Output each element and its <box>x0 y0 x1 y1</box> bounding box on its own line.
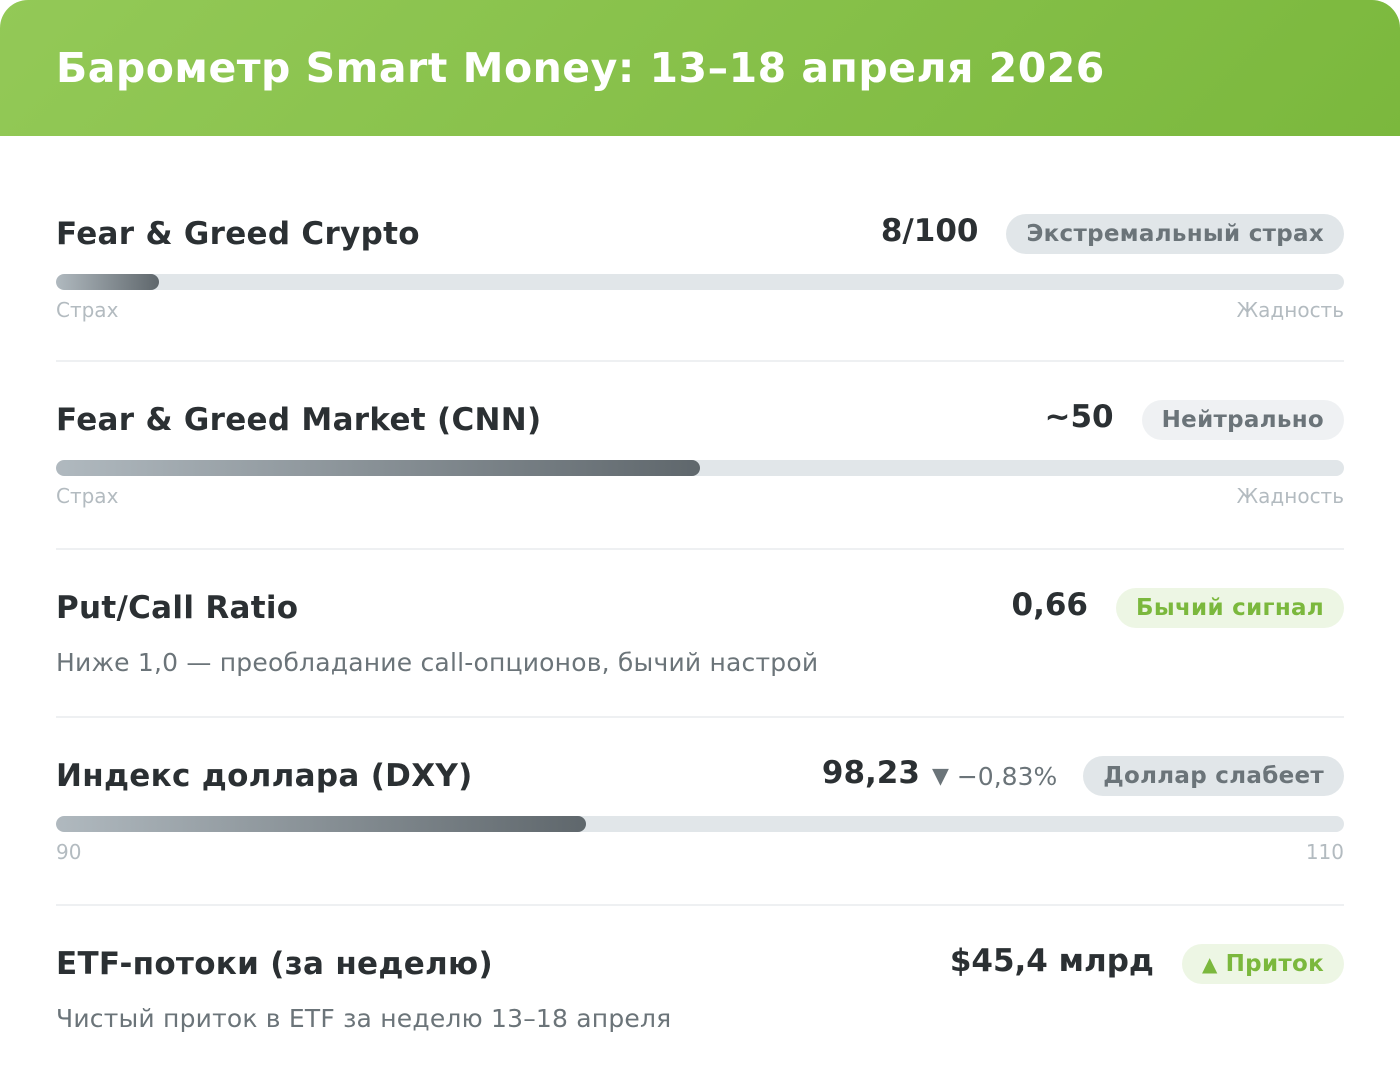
metric-value: 98,23 <box>821 755 920 791</box>
metric-label: Put/Call Ratio <box>56 590 299 626</box>
progress-bar-fill <box>56 274 160 290</box>
metric-dollar-index: Индекс доллара (DXY) 98,23 ▼ −0,83% Долл… <box>56 718 1344 906</box>
status-badge-label: Приток <box>1225 951 1324 977</box>
triangle-down-icon: ▼ <box>931 763 949 789</box>
metric-label: Индекс доллара (DXY) <box>56 758 473 794</box>
metric-put-call-ratio: Put/Call Ratio 0,66 Бычий сигнал Ниже 1,… <box>56 550 1344 718</box>
metric-description: Чистый приток в ETF за неделю 13–18 апре… <box>56 1004 672 1033</box>
metric-value: 0,66 <box>1011 587 1089 623</box>
metric-label: Fear & Greed Crypto <box>56 216 420 252</box>
metric-description: Ниже 1,0 — преобладание call-опционов, б… <box>56 648 819 677</box>
progress-bar-fill <box>56 816 586 832</box>
status-badge: ▲ Приток <box>1181 944 1344 984</box>
scale-labels: Страх Жадность <box>56 298 1344 322</box>
progress-bar <box>56 274 1344 290</box>
metric-fear-greed-market: Fear & Greed Market (CNN) ~50 Нейтрально… <box>56 362 1344 550</box>
change-value: −0,83% <box>956 761 1058 791</box>
metric-label: Fear & Greed Market (CNN) <box>56 402 542 438</box>
metric-etf-flows: ETF-потоки (за неделю) $45,4 млрд ▲ Прит… <box>56 906 1344 1084</box>
progress-bar <box>56 816 1344 832</box>
triangle-up-icon: ▲ <box>1201 952 1218 976</box>
metric-value: ~50 <box>1044 399 1114 435</box>
scale-labels: 90 110 <box>56 840 1344 864</box>
scale-min-label: Страх <box>56 298 119 322</box>
header: Барометр Smart Money: 13–18 апреля 2026 <box>0 0 1400 136</box>
scale-max-label: Жадность <box>1236 298 1344 322</box>
progress-bar-fill <box>56 460 700 476</box>
page-title: Барометр Smart Money: 13–18 апреля 2026 <box>56 44 1105 92</box>
metric-fear-greed-crypto: Fear & Greed Crypto 8/100 Экстремальный … <box>56 136 1344 362</box>
scale-min-label: 90 <box>56 840 82 864</box>
metric-value: 8/100 <box>880 213 979 249</box>
status-badge: Бычий сигнал <box>1116 588 1344 628</box>
change-indicator: ▼ −0,83% <box>932 762 1057 791</box>
scale-max-label: 110 <box>1305 840 1344 864</box>
metric-label: ETF-потоки (за неделю) <box>56 946 493 982</box>
status-badge: Нейтрально <box>1141 400 1344 440</box>
metrics-list: Fear & Greed Crypto 8/100 Экстремальный … <box>0 136 1400 1084</box>
progress-bar <box>56 460 1344 476</box>
status-badge: Экстремальный страх <box>1006 214 1344 254</box>
status-badge: Доллар слабеет <box>1083 756 1344 796</box>
scale-min-label: Страх <box>56 484 119 508</box>
metric-value: $45,4 млрд <box>949 943 1154 979</box>
scale-labels: Страх Жадность <box>56 484 1344 508</box>
scale-max-label: Жадность <box>1236 484 1344 508</box>
